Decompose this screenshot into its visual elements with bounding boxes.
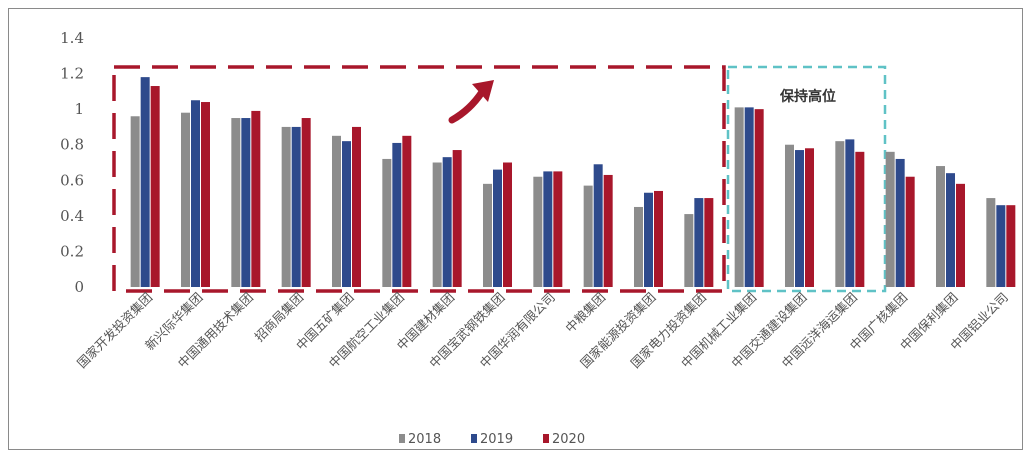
bar-2020 (301, 118, 311, 288)
bar-2020 (805, 148, 814, 287)
bar-2020 (1006, 205, 1016, 287)
rising-group-box (112, 65, 726, 293)
legend-label-2018: 2018 (408, 432, 441, 447)
bar-2020 (704, 198, 714, 287)
bars (130, 77, 1016, 288)
bar-2019 (795, 150, 804, 287)
y-tick-label: 1.4 (60, 29, 84, 47)
bar-2018 (835, 141, 845, 287)
bar-2019 (644, 192, 653, 287)
y-tick-label: 0.2 (60, 242, 84, 260)
bar-2019 (493, 169, 502, 287)
bar-2019 (593, 164, 603, 287)
high-level-box (726, 65, 887, 293)
bar-2020 (150, 86, 160, 288)
bar-2018 (281, 126, 291, 287)
arrow-head-icon (472, 80, 494, 102)
up-arrow-icon (448, 88, 486, 124)
bar-2019 (140, 77, 150, 287)
bar-2018 (583, 185, 593, 287)
high-level-label: 保持高位 (779, 88, 836, 105)
bar-2020 (553, 171, 563, 287)
bar-2020 (855, 151, 865, 287)
bar-2020 (452, 150, 462, 287)
bar-2018 (231, 118, 241, 288)
bar-2020 (503, 162, 512, 287)
bar-2019 (191, 100, 200, 287)
bar-2020 (654, 190, 663, 287)
bar-2020 (201, 102, 210, 288)
bar-2019 (442, 157, 452, 287)
bar-2020 (402, 135, 412, 287)
x-axis: 国家开发投资集团新兴际华集团中国通用技术集团招商局集团中国五矿集团中国航空工业集… (74, 290, 1011, 371)
legend-label-2019: 2019 (480, 432, 513, 447)
bar-2020 (956, 183, 965, 287)
annotation-boxes: 保持高位 (112, 65, 887, 293)
bar-2018 (936, 166, 945, 287)
y-tick-label: 1 (74, 100, 84, 118)
bar-2019 (845, 139, 855, 287)
bar-2020 (754, 109, 764, 288)
bar-2019 (946, 173, 955, 287)
bar-2019 (543, 171, 553, 287)
legend-swatch-2020 (543, 434, 549, 443)
y-axis: 0 0.2 0.4 0.6 0.8 1 1.2 1.4 (60, 29, 84, 296)
bar-2018 (684, 214, 694, 287)
bar-2019 (895, 158, 905, 287)
bar-2018 (382, 158, 392, 287)
bar-2019 (694, 198, 704, 287)
bar-2019 (392, 142, 402, 287)
y-tick-label: 0.6 (60, 171, 84, 189)
bar-2018 (332, 135, 341, 287)
bar-2018 (785, 144, 794, 287)
bar-2020 (603, 174, 613, 287)
bar-2019 (744, 107, 754, 287)
bar-2018 (986, 198, 996, 287)
y-tick-label: 1.2 (60, 65, 84, 83)
bar-2018 (634, 206, 643, 287)
bar-2018 (483, 183, 492, 287)
x-category-label: 中粮集团 (562, 290, 608, 336)
legend: 2018 2019 2020 (399, 432, 585, 447)
x-category-label: 国家开发投资集团 (74, 290, 155, 371)
bar-2019 (291, 126, 301, 287)
y-tick-label: 0.8 (60, 136, 84, 154)
bar-2020 (251, 110, 261, 288)
y-tick-label: 0 (74, 278, 84, 296)
bar-2020 (352, 126, 361, 287)
bar-2018 (181, 112, 190, 287)
bar-2018 (130, 116, 140, 287)
bar-2018 (885, 151, 895, 287)
bar-2018 (533, 176, 543, 287)
legend-swatch-2018 (399, 434, 405, 443)
legend-label-2020: 2020 (552, 432, 585, 447)
bar-2020 (905, 176, 915, 287)
bar-2019 (342, 141, 351, 287)
bar-2019 (996, 205, 1006, 287)
y-tick-label: 0.4 (60, 207, 84, 225)
legend-swatch-2019 (471, 434, 477, 443)
bar-2019 (241, 118, 251, 288)
bar-2018 (432, 162, 442, 287)
bar-2018 (734, 107, 744, 287)
